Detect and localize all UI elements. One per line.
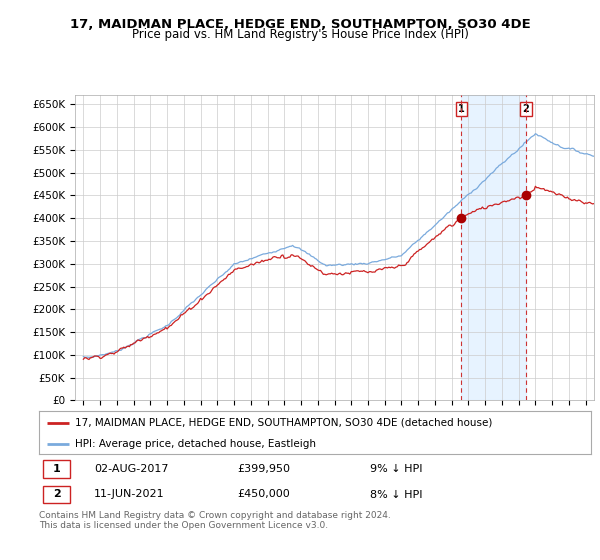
Text: 9% ↓ HPI: 9% ↓ HPI [370,464,423,474]
Text: 2: 2 [523,104,529,114]
Text: 17, MAIDMAN PLACE, HEDGE END, SOUTHAMPTON, SO30 4DE: 17, MAIDMAN PLACE, HEDGE END, SOUTHAMPTO… [70,18,530,31]
Text: 1: 1 [53,464,61,474]
Text: £450,000: £450,000 [238,489,290,500]
Text: 17, MAIDMAN PLACE, HEDGE END, SOUTHAMPTON, SO30 4DE (detached house): 17, MAIDMAN PLACE, HEDGE END, SOUTHAMPTO… [75,418,492,428]
FancyBboxPatch shape [43,460,70,478]
Text: 11-JUN-2021: 11-JUN-2021 [94,489,165,500]
Text: 02-AUG-2017: 02-AUG-2017 [94,464,169,474]
Text: Price paid vs. HM Land Registry's House Price Index (HPI): Price paid vs. HM Land Registry's House … [131,28,469,41]
Text: 2: 2 [53,489,61,500]
FancyBboxPatch shape [43,486,70,503]
Text: Contains HM Land Registry data © Crown copyright and database right 2024.
This d: Contains HM Land Registry data © Crown c… [39,511,391,530]
Bar [461,95,526,400]
Text: 8% ↓ HPI: 8% ↓ HPI [370,489,423,500]
Text: 1: 1 [458,104,465,114]
Text: £399,950: £399,950 [238,464,291,474]
Text: HPI: Average price, detached house, Eastleigh: HPI: Average price, detached house, East… [75,439,316,449]
